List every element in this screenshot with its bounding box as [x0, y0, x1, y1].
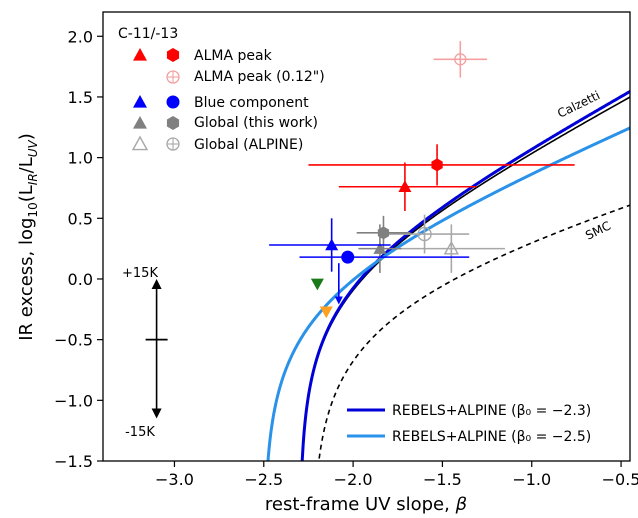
y-tick-label: 2.0	[68, 27, 93, 46]
global-alpine-circle	[379, 214, 470, 254]
y-tick-label: 0.0	[68, 270, 93, 289]
x-tick-label: −2.0	[334, 470, 373, 489]
y-tick-label: 1.5	[68, 88, 93, 107]
y-axis-label: IR excess, log10(LIR/LUV)	[16, 133, 40, 341]
y-label-sub-10: 10	[26, 202, 40, 217]
green-down-triangle	[310, 278, 324, 291]
global-this-work-triangle-marker	[373, 242, 387, 254]
y-label-prefix: IR excess, log	[16, 218, 37, 341]
alma-peak-triangle	[338, 162, 477, 212]
global-alpine-triangle	[397, 224, 505, 273]
temperature-arrow-up	[151, 278, 162, 289]
y-label-sub-uv: UV	[26, 139, 40, 157]
y-tick-label: 1.0	[68, 149, 93, 168]
x-tick-label: −3.0	[155, 470, 194, 489]
curve-rebels-23	[300, 89, 630, 461]
x-label-symbol: β	[455, 494, 468, 515]
arrow-label-plus-15k: +15K	[122, 266, 158, 281]
x-tick-label: −0.5	[602, 470, 638, 489]
blue-component-triangle-marker	[325, 238, 339, 251]
legend-markers	[131, 48, 180, 151]
arrow-label-minus-15k: -15K	[125, 425, 155, 440]
legend-marker-global-hexagon	[166, 116, 180, 130]
blue-component-triangle	[269, 218, 391, 272]
alma-peak-triangle-marker	[398, 180, 412, 192]
legend-marker-blue-circle	[166, 95, 180, 109]
legend-label-blue-component: Blue component	[194, 95, 309, 111]
y-label-rpar: )	[16, 133, 37, 140]
alma-peak-012-marker	[454, 53, 467, 66]
legend-title: C-11/-13	[118, 26, 178, 42]
data-points	[269, 41, 575, 319]
legend-marker-alpine-circle	[166, 137, 180, 151]
legend-label-alma-peak-012: ALMA peak (0.12")	[194, 69, 325, 85]
curve-smc	[318, 204, 630, 461]
legend-marker-alma-012	[166, 70, 180, 84]
annotations	[145, 263, 343, 419]
legend-label-global-this-work: Global (this work)	[194, 115, 318, 131]
x-tick-label: −1.5	[423, 470, 462, 489]
x-label-text: rest-frame UV slope,	[265, 494, 456, 515]
curve-rebels-25	[266, 126, 630, 461]
x-axis-label: rest-frame UV slope, β	[265, 494, 467, 515]
y-label-slash: /L	[16, 157, 37, 173]
orange-down-triangle-marker	[319, 306, 333, 319]
blue-component-circle-marker	[341, 250, 355, 264]
plot-frame	[102, 11, 631, 462]
axis-ticks: −3.0 −2.5 −2.0 −1.5 −1.0 −0.5 −1.5 −1.0 −0.5 0.0 0…	[54, 27, 638, 489]
green-down-triangle-marker	[310, 278, 324, 291]
legend-label-alma-peak: ALMA peak	[194, 48, 273, 64]
smc-curve-label: SMC	[583, 219, 613, 243]
global-this-work-triangle	[358, 224, 402, 273]
y-tick-label: −0.5	[54, 331, 93, 350]
y-label-lpar: (L	[16, 185, 37, 202]
legend-label-rebels-23: REBELS+ALPINE (β₀ = −2.3)	[392, 403, 591, 419]
legend-label-global-alpine: Global (ALPINE)	[194, 137, 303, 153]
legend-label-rebels-25: REBELS+ALPINE (β₀ = −2.5)	[392, 429, 591, 445]
legend-marker-blue-triangle	[133, 95, 147, 108]
legend-top: C-11/-13 ALMA peak ALMA peak (0.12") Blu…	[118, 26, 325, 153]
upper-limit-arrow-head	[334, 296, 343, 305]
orange-down-triangle	[319, 306, 333, 319]
y-tick-label: 0.5	[68, 209, 93, 228]
alma-peak-012	[433, 41, 488, 78]
y-tick-label: −1.0	[54, 391, 93, 410]
blue-component-circle	[299, 250, 470, 264]
legend-marker-alma-hexagon	[166, 48, 180, 62]
global-alpine-circle-marker	[417, 226, 432, 242]
legend-bottom: REBELS+ALPINE (β₀ = −2.3) REBELS+ALPINE …	[347, 403, 591, 445]
model-curves	[266, 89, 630, 461]
svg-text:IR excess, log10(LIR/LUV): IR excess, log10(LIR/LUV)	[16, 133, 40, 341]
y-tick-label: −1.5	[54, 452, 93, 471]
alma-peak-hexagon-marker	[431, 158, 443, 172]
legend-marker-global-triangle	[133, 116, 147, 129]
x-tick-label: −1.0	[512, 470, 551, 489]
legend-marker-alpine-triangle	[131, 135, 149, 151]
x-tick-label: −2.5	[244, 470, 283, 489]
legend-marker-alma-triangle	[133, 48, 147, 61]
alma-peak-hexagon	[308, 144, 575, 186]
temperature-arrow-down	[151, 408, 162, 419]
global-alpine-triangle-marker	[443, 240, 460, 255]
y-label-sub-ir: IR	[26, 173, 40, 185]
